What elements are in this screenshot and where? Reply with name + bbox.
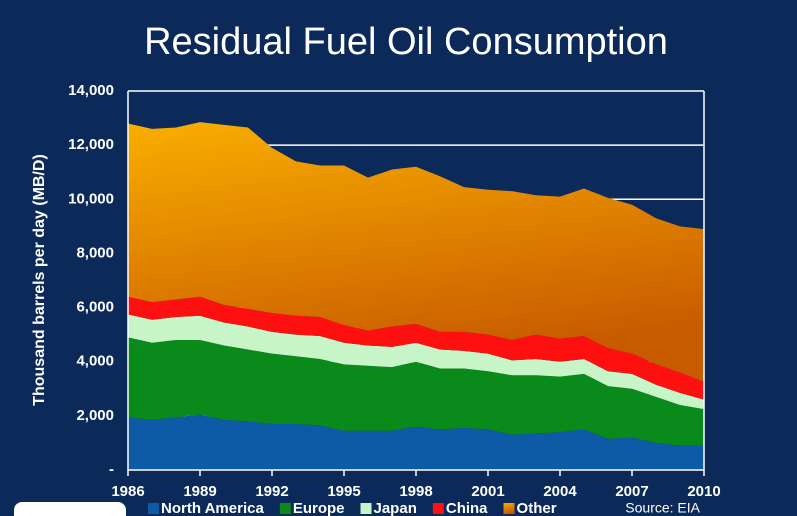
- x-tick-label: 1998: [399, 483, 432, 500]
- legend-swatch: [279, 503, 291, 514]
- legend-label: Other: [517, 500, 557, 516]
- x-tick-label: 1989: [183, 483, 216, 500]
- legend-swatch: [432, 503, 444, 514]
- area: [128, 296, 704, 400]
- x-tick-label: 2007: [615, 483, 648, 500]
- y-axis-label: Thousand barrels per day (MB/D): [31, 154, 48, 406]
- legend-swatch: [360, 503, 372, 514]
- legend-label: China: [446, 500, 488, 516]
- legend-label: Japan: [374, 500, 417, 516]
- legend-swatch: [503, 503, 515, 514]
- x-tick-label: 2001: [471, 483, 504, 500]
- y-tick-label: 10,000: [68, 190, 114, 207]
- y-tick-label: 2,000: [76, 407, 114, 424]
- legend-label: Europe: [293, 500, 345, 516]
- x-tick-label: 1986: [111, 483, 144, 500]
- area: [128, 314, 704, 410]
- source: Source: EIA: [625, 500, 700, 516]
- x-tick-label: 2004: [543, 483, 577, 500]
- y-tick-label: 4,000: [76, 353, 114, 370]
- x-tick-label: 2010: [687, 483, 720, 500]
- y-tick-label: -: [109, 461, 114, 478]
- legend-label: North America: [161, 500, 264, 516]
- logo: [14, 502, 126, 516]
- y-tick-label: 12,000: [68, 136, 114, 153]
- y-tick-label: 8,000: [76, 244, 114, 261]
- area: [128, 414, 704, 470]
- y-tick-label: 14,000: [68, 82, 114, 99]
- x-tick-label: 1995: [327, 483, 360, 500]
- area: [128, 122, 704, 383]
- x-tick-label: 1992: [255, 483, 288, 500]
- area: [128, 337, 704, 446]
- y-tick-label: 6,000: [76, 299, 114, 316]
- chart-title: Residual Fuel Oil Consumption: [144, 21, 668, 63]
- legend-swatch: [148, 503, 159, 514]
